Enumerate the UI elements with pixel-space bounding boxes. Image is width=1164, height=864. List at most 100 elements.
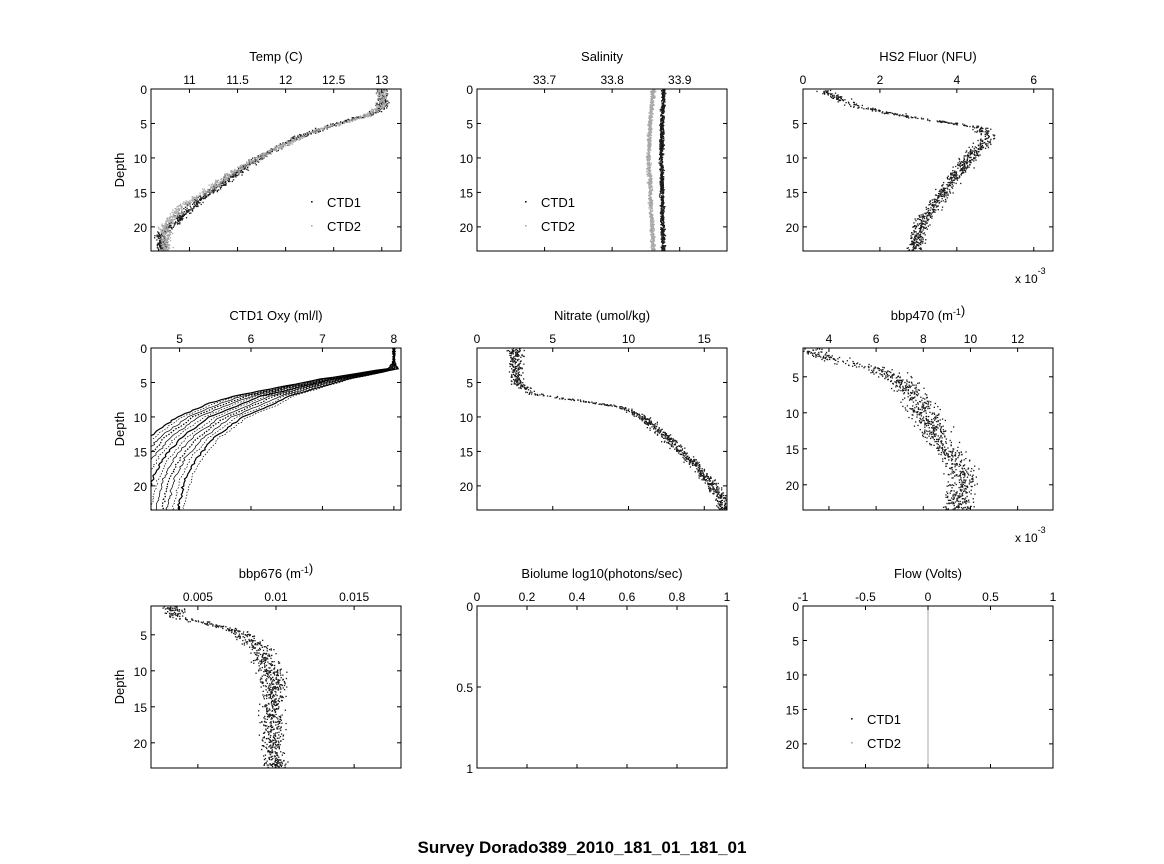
data-point — [930, 203, 932, 205]
data-point — [648, 136, 650, 138]
data-point — [965, 151, 967, 153]
data-point — [723, 500, 725, 502]
data-point — [921, 231, 923, 233]
data-point — [322, 130, 324, 132]
data-point — [910, 243, 912, 245]
data-point — [383, 96, 385, 99]
data-point — [362, 114, 365, 116]
data-point — [290, 141, 292, 143]
data-point — [647, 197, 650, 200]
data-point — [386, 103, 388, 105]
data-point — [668, 440, 670, 443]
data-point — [651, 231, 654, 233]
data-point — [180, 207, 183, 209]
data-point — [925, 208, 928, 210]
data-point — [258, 161, 260, 163]
data-point — [192, 197, 194, 199]
data-point — [664, 104, 666, 106]
data-point — [298, 136, 300, 138]
data-point — [680, 444, 682, 446]
data-point — [313, 132, 316, 134]
data-point — [651, 92, 653, 94]
data-point — [956, 176, 958, 179]
data-point — [646, 159, 649, 162]
data-point — [650, 190, 652, 192]
data-point — [375, 109, 377, 111]
data-point — [650, 241, 652, 244]
data-point — [646, 163, 648, 165]
data-point — [215, 186, 217, 188]
data-point — [919, 234, 921, 236]
data-point — [239, 167, 241, 169]
data-point — [662, 230, 664, 232]
data-point — [248, 159, 250, 161]
data-point — [238, 171, 241, 173]
data-point — [912, 246, 914, 249]
data-point — [922, 213, 924, 215]
data-point — [660, 162, 663, 165]
data-point — [971, 159, 974, 161]
data-point — [827, 93, 829, 95]
data-point — [931, 199, 933, 201]
data-point — [648, 128, 650, 130]
data-point — [319, 130, 321, 132]
data-point — [191, 196, 194, 198]
data-point — [376, 108, 378, 110]
data-point — [661, 241, 663, 244]
data-point — [683, 461, 685, 463]
data-point — [211, 186, 213, 189]
data-point — [729, 508, 730, 509]
data-point — [988, 136, 990, 138]
data-point — [647, 154, 649, 157]
data-point — [717, 506, 719, 508]
data-point — [837, 101, 839, 103]
data-point — [183, 214, 185, 217]
data-point — [179, 219, 181, 222]
data-point — [166, 248, 168, 250]
data-point — [911, 249, 913, 251]
data-point — [941, 185, 943, 187]
data-point — [517, 379, 519, 381]
data-point — [378, 103, 380, 106]
data-point — [210, 185, 212, 187]
data-point — [648, 132, 650, 134]
data-point — [174, 218, 176, 221]
data-point — [661, 102, 663, 104]
data-point — [199, 202, 201, 204]
oxy-cast-line — [165, 348, 398, 510]
data-point — [161, 238, 163, 240]
data-point — [171, 226, 173, 229]
data-point — [177, 216, 179, 219]
data-point — [352, 119, 354, 121]
data-point — [914, 228, 916, 230]
data-point — [183, 211, 185, 213]
data-point — [653, 243, 656, 246]
data-point — [952, 192, 954, 194]
data-point — [371, 108, 373, 110]
data-point — [688, 463, 691, 465]
data-point — [233, 170, 235, 172]
data-point — [160, 238, 162, 241]
data-point — [377, 108, 379, 111]
oxy-cast-line — [151, 348, 396, 492]
data-point — [695, 459, 697, 461]
x-tick-label: 4 — [954, 73, 961, 87]
data-point — [930, 213, 932, 215]
data-point — [211, 190, 213, 192]
data-point — [979, 154, 981, 156]
data-point — [938, 195, 941, 197]
data-point — [682, 456, 684, 458]
data-point — [647, 144, 649, 146]
data-point — [920, 236, 923, 238]
data-point — [964, 155, 966, 157]
data-point — [944, 121, 946, 123]
data-point — [659, 148, 661, 151]
data-point — [924, 224, 927, 226]
data-point — [191, 210, 194, 212]
data-point — [663, 206, 665, 209]
data-point — [651, 108, 653, 111]
data-point — [279, 146, 281, 148]
data-point — [518, 351, 521, 353]
data-point — [942, 121, 944, 123]
data-point — [160, 246, 162, 248]
